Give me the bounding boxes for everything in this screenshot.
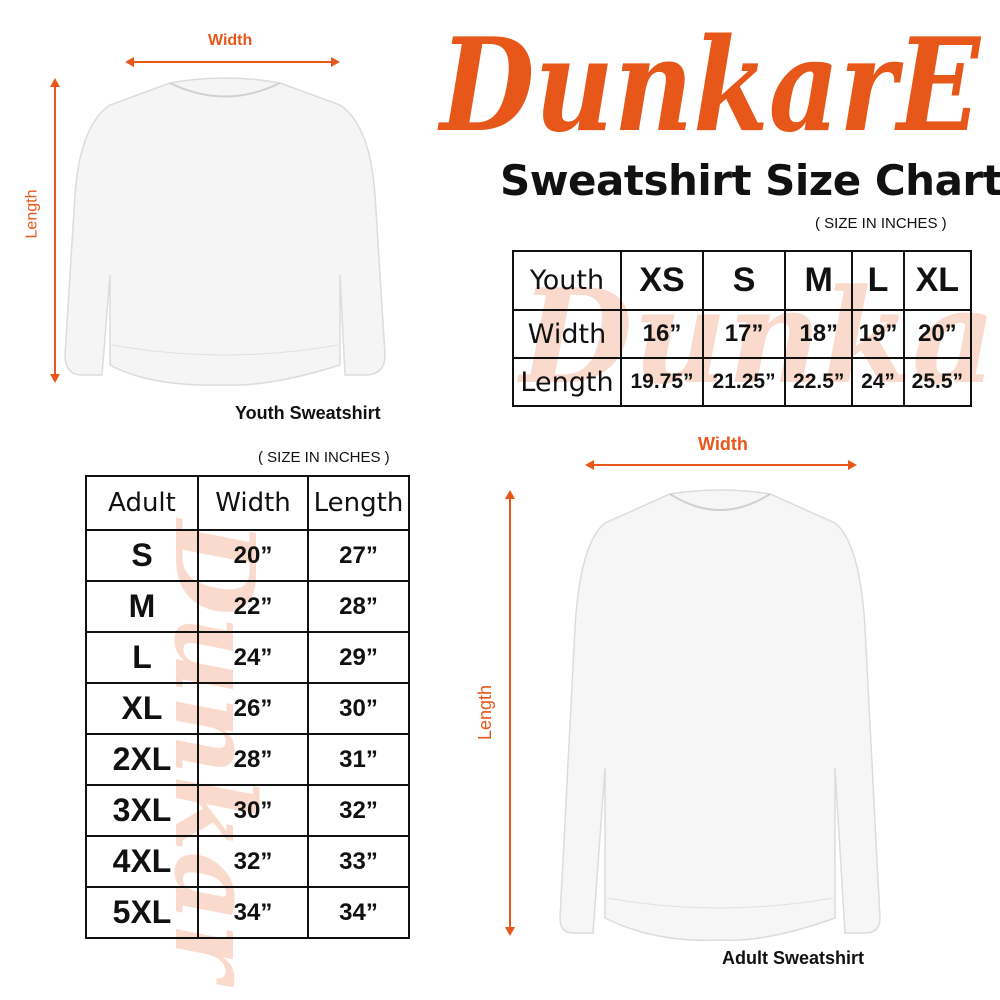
table-header: Youth: [512, 249, 622, 312]
adult-length-label: Length: [475, 684, 496, 741]
table-row: 2XL 28” 31”: [85, 733, 410, 786]
table-cell: 25.5”: [902, 357, 973, 407]
table-cell: 19.75”: [619, 357, 705, 407]
table-row: 4XL 32” 33”: [85, 835, 410, 888]
table-cell: 34”: [197, 886, 309, 939]
table-cell: 22”: [197, 580, 309, 633]
table-cell: 24”: [851, 357, 905, 407]
row-label: 2XL: [85, 733, 199, 786]
table-cell: 20”: [902, 309, 973, 360]
table-row: 3XL 30” 32”: [85, 784, 410, 837]
svg-text:DunkarE: DunkarE: [437, 11, 981, 160]
row-label: S: [85, 529, 199, 582]
table-cell: 31”: [307, 733, 410, 786]
table-header: XS: [619, 249, 705, 312]
table-cell: 16”: [619, 309, 705, 360]
table-cell: 32”: [307, 784, 410, 837]
table-cell: 18”: [784, 309, 854, 360]
table-row: L 24” 29”: [85, 631, 410, 684]
table-cell: 20”: [197, 529, 309, 582]
youth-width-label: Width: [208, 32, 253, 49]
youth-length-arrow-icon: [50, 78, 60, 383]
table-row: Adult Width Length: [85, 475, 410, 531]
youth-width-arrow-icon: [125, 57, 340, 67]
table-header: Adult: [85, 475, 199, 531]
youth-size-table: Youth XS S M L XL Width 16” 17” 18” 19” …: [512, 249, 973, 407]
table-cell: 30”: [307, 682, 410, 735]
row-label: 5XL: [85, 886, 199, 939]
table-cell: 28”: [197, 733, 309, 786]
table-cell: 24”: [197, 631, 309, 684]
table-row: S 20” 27”: [85, 529, 410, 582]
table-header: XL: [902, 249, 973, 312]
row-label: M: [85, 580, 199, 633]
table-header: Width: [197, 475, 309, 531]
youth-length-label: Length: [23, 189, 41, 239]
row-label: Width: [512, 309, 622, 360]
table-cell: 26”: [197, 682, 309, 735]
row-label: 3XL: [85, 784, 199, 837]
table-header: S: [702, 249, 787, 312]
table-cell: 32”: [197, 835, 309, 888]
brand-logo: DunkarE: [430, 10, 995, 161]
adult-sweatshirt-image: [559, 489, 881, 942]
table-row: Width 16” 17” 18” 19” 20”: [512, 309, 973, 360]
table-row: Length 19.75” 21.25” 22.5” 24” 25.5”: [512, 357, 973, 407]
table-cell: 33”: [307, 835, 410, 888]
table-row: 5XL 34” 34”: [85, 886, 410, 939]
table-header: L: [851, 249, 905, 312]
adult-unit-note: ( SIZE IN INCHES ): [258, 449, 390, 466]
youth-caption: Youth Sweatshirt: [235, 403, 381, 423]
adult-width-arrow-icon: [585, 460, 857, 470]
table-row: XL 26” 30”: [85, 682, 410, 735]
row-label: Length: [512, 357, 622, 407]
youth-sweatshirt-image: [64, 77, 386, 386]
table-cell: 34”: [307, 886, 410, 939]
adult-length-arrow-icon: [505, 490, 515, 936]
row-label: L: [85, 631, 199, 684]
table-cell: 21.25”: [702, 357, 787, 407]
row-label: 4XL: [85, 835, 199, 888]
youth-unit-note: ( SIZE IN INCHES ): [815, 215, 947, 232]
table-cell: 29”: [307, 631, 410, 684]
table-header: M: [784, 249, 854, 312]
row-label: XL: [85, 682, 199, 735]
table-cell: 27”: [307, 529, 410, 582]
page-title: Sweatshirt Size Chart: [500, 156, 1000, 205]
table-row: Youth XS S M L XL: [512, 249, 973, 312]
adult-size-table: Adult Width Length S 20” 27” M 22” 28” L 24” 29”…: [85, 475, 410, 939]
table-cell: 19”: [851, 309, 905, 360]
table-cell: 30”: [197, 784, 309, 837]
table-cell: 28”: [307, 580, 410, 633]
adult-caption: Adult Sweatshirt: [722, 948, 865, 968]
table-cell: 22.5”: [784, 357, 854, 407]
table-header: Length: [307, 475, 410, 531]
adult-width-label: Width: [698, 434, 748, 454]
table-row: M 22” 28”: [85, 580, 410, 633]
table-cell: 17”: [702, 309, 787, 360]
